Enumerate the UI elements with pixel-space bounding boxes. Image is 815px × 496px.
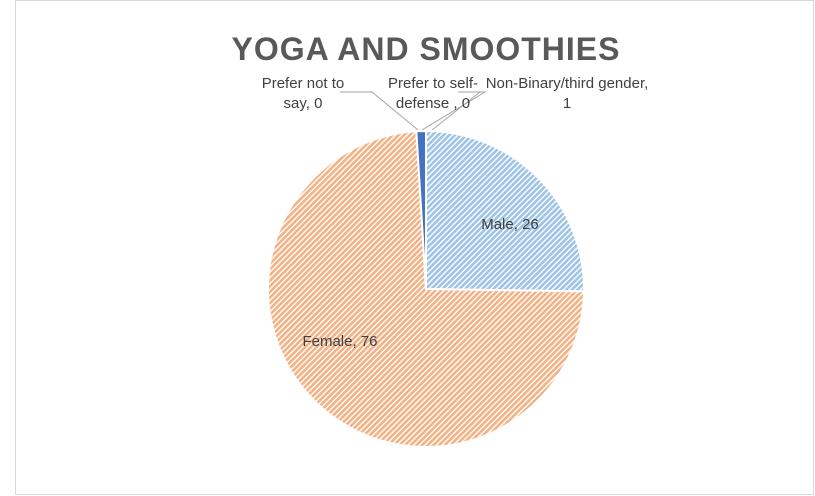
- data-label: Prefer not to say, 0: [261, 75, 345, 112]
- leader-line: [340, 91, 419, 131]
- leader-line: [431, 91, 481, 131]
- leader-lines: [340, 91, 487, 131]
- leader-line: [421, 91, 487, 131]
- data-label: Female, 76: [302, 333, 378, 350]
- pie-slice: [267, 130, 585, 448]
- data-label: Male, 26: [481, 216, 539, 233]
- data-label: Prefer to self-defense , 0: [387, 75, 479, 112]
- data-label: Non-Binary/third gender, 1: [485, 75, 649, 112]
- pie-slice: [425, 129, 585, 293]
- chart-title: YOGA AND SMOOTHIES: [232, 31, 621, 67]
